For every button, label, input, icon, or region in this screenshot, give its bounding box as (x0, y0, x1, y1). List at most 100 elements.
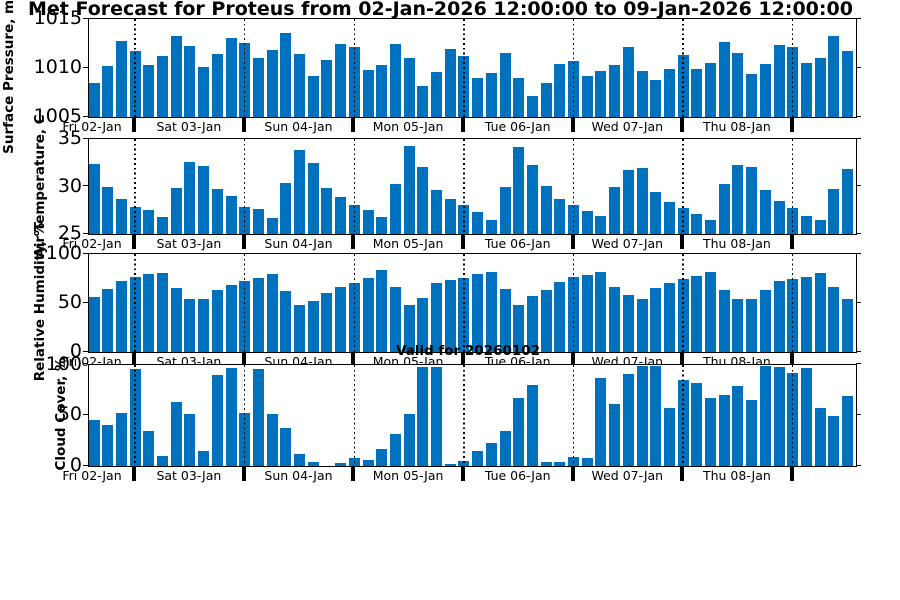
bar (225, 367, 237, 466)
y-tick-right (856, 252, 861, 254)
bar (115, 413, 127, 466)
bar (499, 430, 511, 466)
bar (718, 290, 730, 352)
y-tick-right (856, 464, 861, 466)
bar (581, 274, 593, 352)
midnight-gridline (791, 19, 794, 117)
bar (759, 64, 771, 117)
y-tick-label: 1010 (33, 56, 82, 78)
bar (89, 420, 100, 466)
day-boundary-tick (351, 234, 356, 249)
y-tick-label: 100 (45, 352, 82, 375)
bar (581, 457, 593, 466)
day-boundary-tick (241, 352, 246, 367)
bar (170, 35, 182, 117)
bar (211, 290, 223, 352)
bar (307, 301, 319, 352)
bar (417, 366, 429, 466)
bar (609, 287, 621, 352)
y-tick-right (856, 17, 861, 19)
midnight-gridline (353, 254, 356, 352)
midnight-gridline (572, 364, 575, 466)
bar (280, 428, 292, 466)
y-tick-label: 1005 (33, 105, 82, 127)
bar (252, 368, 264, 466)
midnight-gridline (682, 19, 684, 117)
day-boundary-tick (132, 352, 137, 367)
bar (746, 400, 758, 466)
bar (389, 433, 401, 466)
bar (595, 70, 607, 117)
midnight-gridline (134, 19, 136, 117)
day-boundary-tick (241, 466, 246, 481)
day-boundary-tick (570, 466, 575, 481)
midnight-gridline (572, 19, 575, 117)
bar (431, 283, 442, 352)
day-label: Sun 04-Jan (264, 468, 333, 483)
bar (266, 273, 278, 352)
bar (526, 164, 538, 234)
bar (650, 288, 662, 352)
bar (335, 287, 347, 352)
day-label: Wed 07-Jan (591, 468, 664, 483)
midnight-gridline (572, 254, 575, 352)
day-boundary-tick (789, 117, 794, 132)
bar (800, 367, 812, 466)
bar (266, 217, 278, 234)
bar (609, 186, 621, 234)
y-tick-label: 0 (69, 454, 82, 476)
day-boundary-tick (460, 117, 465, 132)
bar (499, 53, 511, 117)
y-tick-left (83, 350, 88, 352)
midnight-gridline (791, 364, 794, 466)
day-boundary-tick (570, 352, 575, 367)
bar (513, 305, 525, 352)
bar (403, 58, 415, 117)
bar (389, 287, 401, 352)
bar (636, 299, 648, 352)
bar (403, 305, 415, 352)
bar (828, 189, 840, 234)
bar (280, 291, 292, 352)
day-label: Fri 02-Jan (62, 468, 122, 483)
midnight-gridline (463, 139, 465, 234)
bar (417, 298, 429, 352)
day-boundary-tick (570, 117, 575, 132)
y-tick-right (856, 66, 861, 68)
bar (307, 461, 319, 466)
y-tick-left (83, 464, 88, 466)
midnight-gridline (791, 254, 794, 352)
day-boundary-tick (132, 234, 137, 249)
bar (691, 275, 703, 352)
bar (321, 188, 333, 234)
subplot-1-plot-area (88, 138, 857, 235)
bar (102, 186, 114, 234)
bar (540, 185, 552, 234)
day-boundary-tick (132, 117, 137, 132)
bar (705, 219, 716, 234)
bar (540, 82, 552, 117)
bar (609, 404, 621, 466)
bar (225, 285, 237, 352)
day-boundary-tick (680, 117, 685, 132)
bar (376, 65, 388, 117)
bar (157, 216, 168, 234)
bar (307, 75, 319, 117)
day-boundary-tick (680, 234, 685, 249)
bar (225, 196, 237, 234)
midnight-gridline (353, 19, 356, 117)
bar (622, 295, 634, 352)
bar (773, 44, 785, 117)
bar (650, 192, 662, 234)
bar (485, 271, 497, 352)
day-label: Tue 06-Jan (484, 236, 551, 251)
bar (431, 71, 442, 117)
midnight-gridline (682, 364, 684, 466)
day-boundary-tick (132, 466, 137, 481)
y-tick-label: 25 (57, 222, 82, 244)
bar (842, 168, 853, 234)
day-boundary-tick (460, 352, 465, 367)
y-tick-label: 0 (69, 340, 82, 362)
y-tick-right (856, 232, 861, 234)
